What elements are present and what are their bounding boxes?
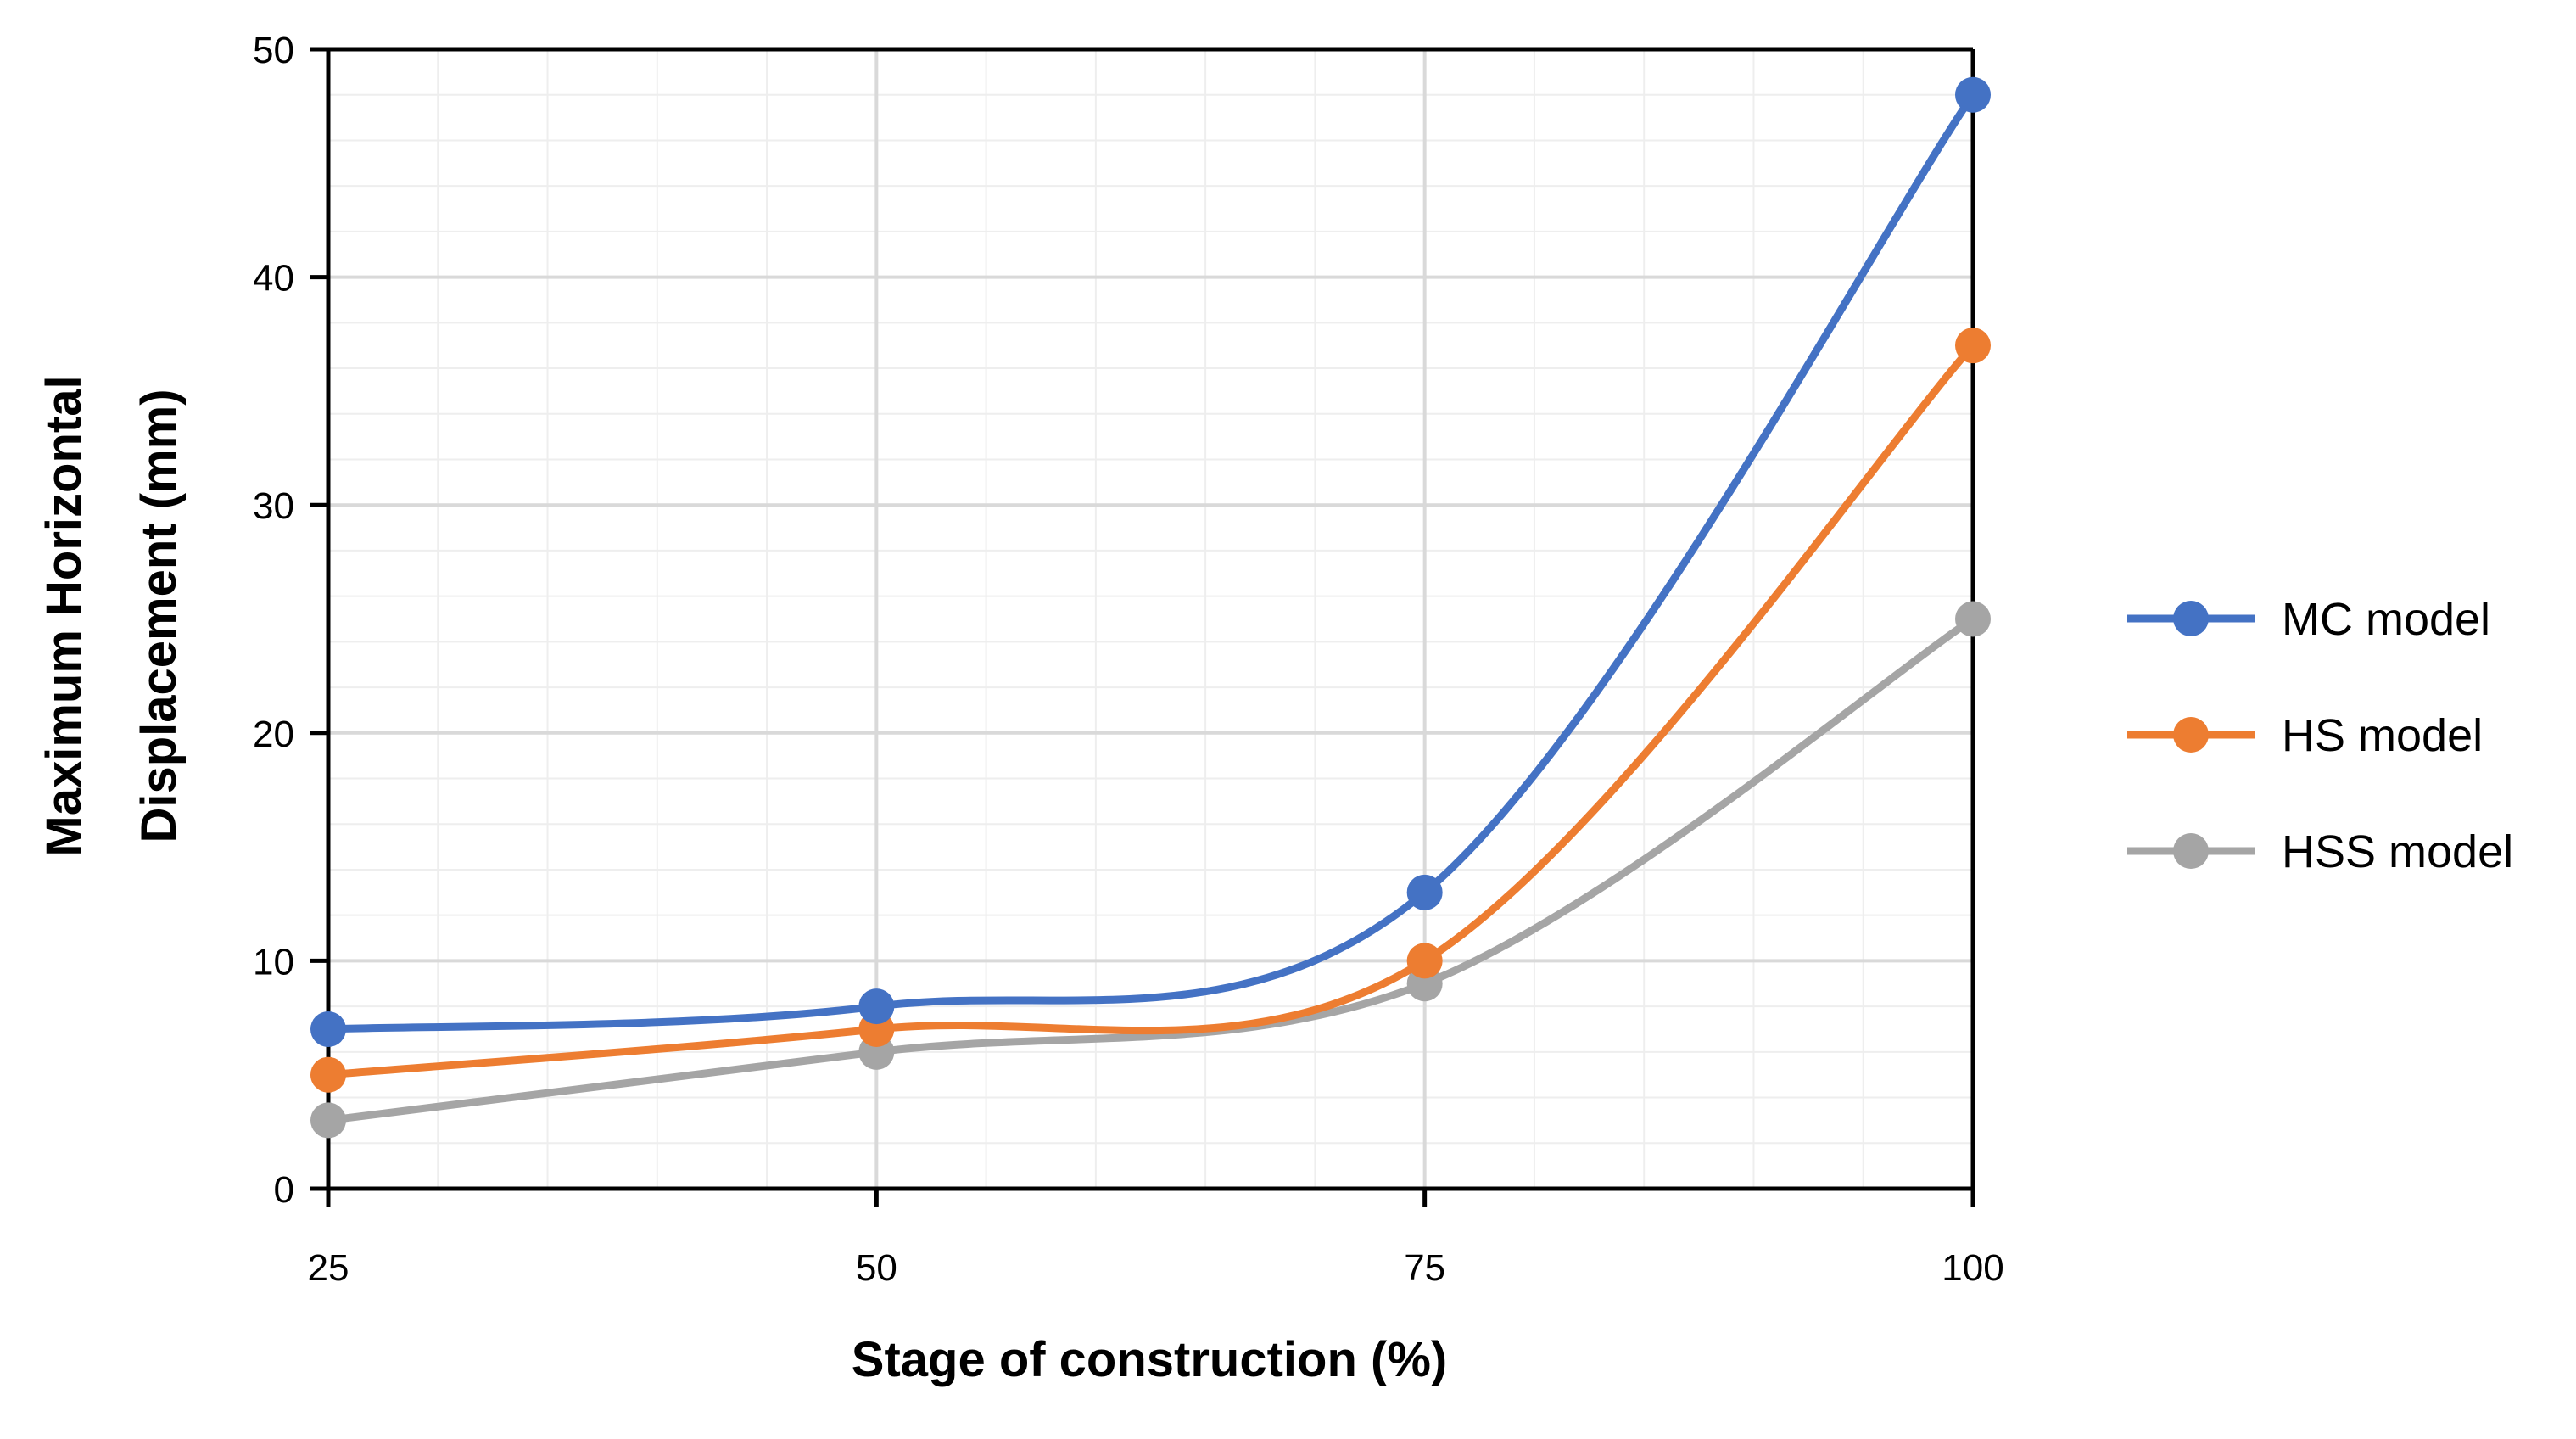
- legend-marker: [2173, 833, 2209, 869]
- legend-label: HSS model: [2282, 826, 2513, 877]
- legend-label: HS model: [2282, 710, 2483, 761]
- data-point-mc-model: [858, 988, 895, 1025]
- x-tick-label: 50: [856, 1247, 897, 1289]
- series-line-hss-model: [324, 615, 1977, 1124]
- data-point-mc-model: [1955, 76, 1991, 113]
- y-tick-labels: 0 10 20 30 40 50: [253, 30, 294, 1211]
- legend-marker: [2173, 717, 2209, 753]
- series-group: [310, 76, 1991, 1139]
- x-tick-label: 75: [1404, 1247, 1445, 1289]
- data-point-hs-model: [1406, 943, 1443, 979]
- y-tick-label: 0: [274, 1169, 294, 1211]
- legend-marker: [2173, 601, 2209, 636]
- x-tick-labels: 25 50 75 100: [308, 1247, 2004, 1289]
- legend-entry-hss-model: HSS model: [2127, 826, 2513, 877]
- data-point-hs-model: [1955, 328, 1991, 364]
- y-axis-title-line2: Displacement (mm): [131, 389, 187, 843]
- data-point-mc-model: [1406, 874, 1443, 910]
- legend: MC model HS model HSS model: [2127, 594, 2513, 877]
- data-point-hss-model: [310, 1102, 346, 1139]
- y-tick-label: 20: [253, 714, 294, 755]
- legend-entry-mc-model: MC model: [2127, 594, 2490, 645]
- y-axis-title-line1: Maximum Horizontal: [36, 375, 92, 856]
- y-tick-label: 30: [253, 485, 294, 527]
- series-line-mc-model: [324, 91, 1977, 1033]
- data-point-mc-model: [310, 1011, 346, 1047]
- data-point-hss-model: [1955, 601, 1991, 637]
- x-tick-label: 100: [1942, 1247, 2003, 1289]
- minor-gridlines: [328, 49, 1973, 1189]
- y-tick-label: 10: [253, 941, 294, 983]
- x-tick-label: 25: [308, 1247, 349, 1289]
- y-axis-title: Maximum Horizontal Displacement (mm): [36, 375, 187, 856]
- legend-label: MC model: [2282, 594, 2490, 645]
- y-tick-label: 40: [253, 258, 294, 300]
- data-point-hs-model: [310, 1056, 346, 1093]
- major-gridlines: [328, 48, 1973, 1189]
- series-line-hs-model: [324, 341, 1977, 1079]
- x-axis-title: Stage of construction (%): [852, 1332, 1447, 1387]
- y-tick-label: 50: [253, 30, 294, 71]
- legend-entry-hs-model: HS model: [2127, 710, 2483, 761]
- axes: [310, 47, 1975, 1207]
